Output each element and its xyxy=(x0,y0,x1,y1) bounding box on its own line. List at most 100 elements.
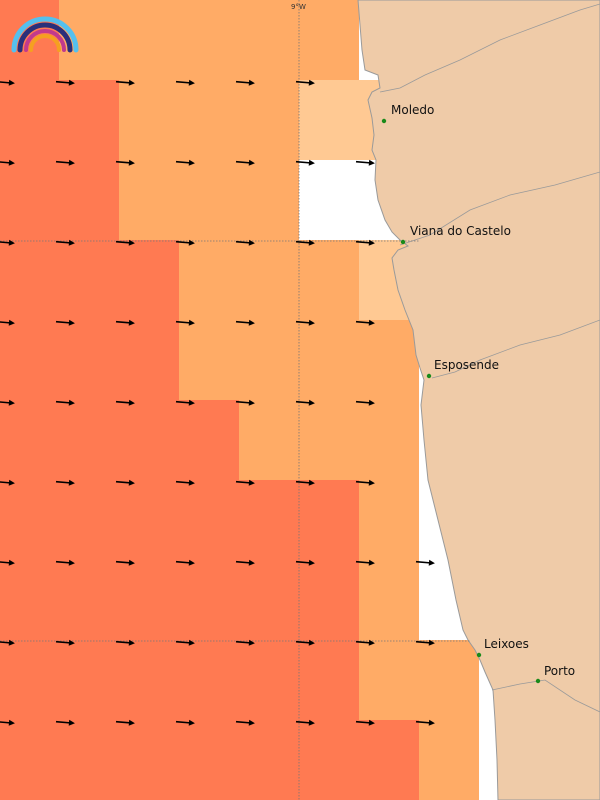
direction-arrow xyxy=(55,79,75,86)
wave-cell xyxy=(239,480,299,560)
direction-arrows xyxy=(0,79,435,726)
wave-cell xyxy=(119,640,179,720)
wave-cell xyxy=(119,560,179,640)
direction-arrow xyxy=(55,239,75,246)
direction-arrow xyxy=(355,239,375,246)
wave-cell xyxy=(0,560,59,640)
wave-cell xyxy=(0,160,59,240)
direction-arrow xyxy=(235,559,255,566)
wave-cell xyxy=(239,640,299,720)
wave-cell xyxy=(179,80,239,160)
direction-arrow xyxy=(355,559,375,566)
wave-cell xyxy=(0,720,59,800)
direction-arrow xyxy=(55,719,75,726)
direction-arrow xyxy=(235,79,255,86)
wave-cell xyxy=(179,240,239,320)
wave-cell xyxy=(299,320,359,400)
city-dot xyxy=(400,239,406,245)
direction-arrow xyxy=(295,319,315,326)
wave-cell xyxy=(119,400,179,480)
city-label-viana: Viana do Castelo xyxy=(410,224,511,238)
wave-cell xyxy=(119,0,179,80)
city-moledo: Moledo xyxy=(381,103,434,124)
direction-arrow xyxy=(0,319,15,326)
direction-arrow xyxy=(0,559,15,566)
direction-arrow xyxy=(55,319,75,326)
wave-height-cells xyxy=(0,0,479,800)
city-viana-do-castelo: Viana do Castelo xyxy=(400,224,511,245)
direction-arrow xyxy=(235,639,255,646)
wave-cell xyxy=(179,400,239,480)
wave-cell xyxy=(0,320,59,400)
wave-cell xyxy=(359,720,419,800)
direction-arrow xyxy=(175,159,195,166)
rivers xyxy=(379,3,600,713)
wave-cell xyxy=(299,640,359,720)
direction-arrow xyxy=(0,239,15,246)
direction-arrow xyxy=(355,479,375,486)
direction-arrow xyxy=(235,479,255,486)
city-label-porto: Porto xyxy=(544,664,575,678)
wave-cell xyxy=(419,640,479,720)
direction-arrow xyxy=(355,159,375,166)
direction-arrow xyxy=(55,399,75,406)
direction-arrow xyxy=(115,639,135,646)
wave-cell xyxy=(239,0,299,80)
wave-cell xyxy=(299,80,359,160)
direction-arrow xyxy=(295,559,315,566)
direction-arrow xyxy=(175,479,195,486)
wave-cell xyxy=(239,80,299,160)
direction-arrow xyxy=(415,559,435,566)
direction-arrow xyxy=(295,639,315,646)
direction-arrow xyxy=(0,639,15,646)
direction-arrow xyxy=(355,639,375,646)
wave-cell xyxy=(299,560,359,640)
wave-cell xyxy=(299,240,359,320)
direction-arrow xyxy=(175,639,195,646)
city-esposende: Esposende xyxy=(426,358,499,379)
direction-arrow xyxy=(55,559,75,566)
wave-cell xyxy=(59,560,119,640)
wave-cell xyxy=(359,480,419,560)
direction-arrow xyxy=(295,79,315,86)
wave-cell xyxy=(119,480,179,560)
direction-arrow xyxy=(415,639,435,646)
wave-cell xyxy=(239,320,299,400)
direction-arrow xyxy=(0,399,15,406)
direction-arrow xyxy=(355,399,375,406)
direction-arrow xyxy=(175,399,195,406)
wave-cell xyxy=(59,480,119,560)
city-porto: Porto xyxy=(535,664,575,684)
direction-arrow xyxy=(0,79,15,86)
direction-arrow xyxy=(55,479,75,486)
direction-arrow xyxy=(175,79,195,86)
city-leixoes: Leixoes xyxy=(476,637,529,658)
direction-arrow xyxy=(115,399,135,406)
wave-cell xyxy=(0,400,59,480)
wave-cell xyxy=(179,0,239,80)
city-label-moledo: Moledo xyxy=(391,103,434,117)
wave-cell xyxy=(359,560,419,640)
meridian-label: 9°W xyxy=(291,3,306,11)
direction-arrow xyxy=(55,639,75,646)
direction-arrow xyxy=(115,559,135,566)
wave-cell xyxy=(359,640,419,720)
direction-arrow xyxy=(235,319,255,326)
city-label-leixoes: Leixoes xyxy=(484,637,529,651)
wave-cell xyxy=(239,400,299,480)
direction-arrow xyxy=(295,159,315,166)
direction-arrow xyxy=(295,399,315,406)
wave-cell xyxy=(59,640,119,720)
direction-arrow xyxy=(295,479,315,486)
direction-arrow xyxy=(295,719,315,726)
wave-cell xyxy=(299,720,359,800)
wave-cell xyxy=(299,480,359,560)
city-dot xyxy=(426,373,432,379)
wave-cell xyxy=(0,80,59,160)
direction-arrow xyxy=(0,479,15,486)
direction-arrow xyxy=(0,719,15,726)
direction-arrow xyxy=(55,159,75,166)
direction-arrow xyxy=(0,159,15,166)
wave-cell xyxy=(59,160,119,240)
